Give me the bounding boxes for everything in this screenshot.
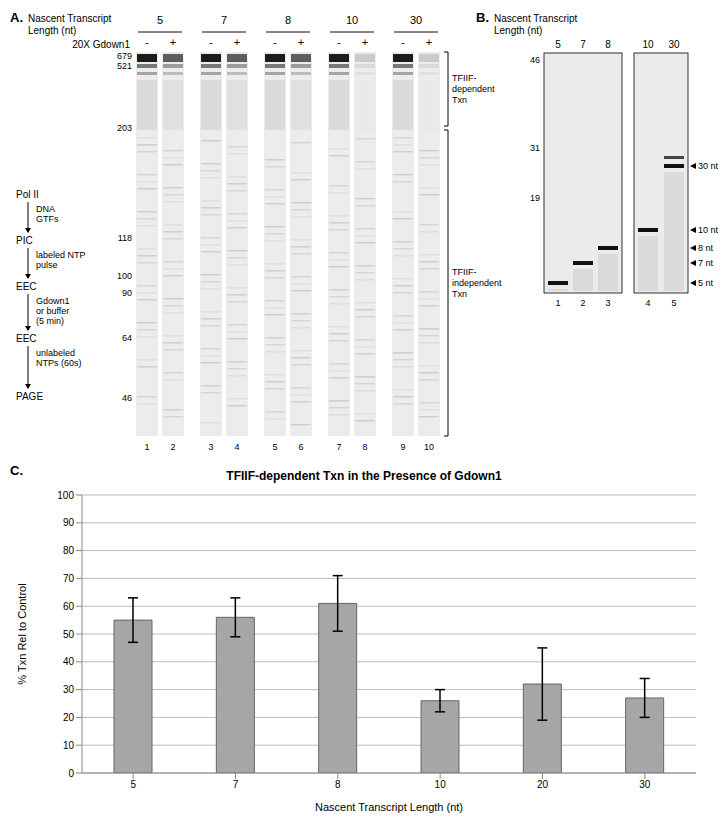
svg-text:5: 5 <box>671 298 676 308</box>
svg-text:90: 90 <box>63 517 75 528</box>
svg-text:2: 2 <box>580 298 585 308</box>
svg-text:4: 4 <box>234 442 239 452</box>
svg-text:100: 100 <box>57 490 74 501</box>
svg-text:7: 7 <box>233 779 239 790</box>
svg-text:-: - <box>337 36 341 48</box>
svg-text:+: + <box>234 36 240 48</box>
svg-text:A.: A. <box>10 10 23 25</box>
svg-text:46: 46 <box>122 393 132 403</box>
svg-text:64: 64 <box>122 333 132 343</box>
svg-text:PAGE: PAGE <box>16 391 43 402</box>
svg-text:Txn: Txn <box>452 95 467 105</box>
svg-text:31: 31 <box>530 143 540 153</box>
svg-text:4: 4 <box>645 298 650 308</box>
svg-text:-: - <box>209 36 213 48</box>
svg-text:2: 2 <box>170 442 175 452</box>
svg-text:30: 30 <box>410 14 422 26</box>
svg-text:pulse: pulse <box>36 260 58 270</box>
svg-text:50: 50 <box>63 629 75 640</box>
svg-text:3: 3 <box>605 298 610 308</box>
svg-text:5 nt: 5 nt <box>698 278 714 288</box>
svg-text:B.: B. <box>476 10 489 25</box>
svg-text:Nascent Transcript: Nascent Transcript <box>494 13 578 24</box>
svg-text:Length (nt): Length (nt) <box>494 25 542 36</box>
svg-text:8: 8 <box>335 779 341 790</box>
svg-text:+: + <box>426 36 432 48</box>
svg-text:NTPs (60s): NTPs (60s) <box>36 358 82 368</box>
svg-text:Txn: Txn <box>452 289 467 299</box>
svg-text:20: 20 <box>63 712 75 723</box>
svg-text:90: 90 <box>122 288 132 298</box>
svg-text:5: 5 <box>272 442 277 452</box>
svg-text:DNA: DNA <box>36 204 55 214</box>
svg-text:0: 0 <box>68 768 74 779</box>
svg-text:30: 30 <box>668 39 680 50</box>
svg-text:30: 30 <box>63 684 75 695</box>
svg-text:TFIIF-: TFIIF- <box>452 267 477 277</box>
svg-text:Pol II: Pol II <box>16 189 39 200</box>
svg-text:+: + <box>362 36 368 48</box>
svg-text:70: 70 <box>63 573 75 584</box>
svg-text:10: 10 <box>424 442 434 452</box>
svg-text:3: 3 <box>208 442 213 452</box>
svg-text:+: + <box>170 36 176 48</box>
html-text:C.: C. <box>10 463 23 478</box>
svg-text:8 nt: 8 nt <box>698 243 714 253</box>
svg-text:(5 min): (5 min) <box>36 316 64 326</box>
svg-text:% Txn Rel to Control: % Txn Rel to Control <box>16 583 28 684</box>
svg-text:203: 203 <box>117 123 132 133</box>
svg-text:30 nt: 30 nt <box>698 161 719 171</box>
svg-text:Gdown1: Gdown1 <box>36 296 70 306</box>
svg-text:8: 8 <box>605 39 611 50</box>
svg-text:EEC: EEC <box>16 281 37 292</box>
svg-text:or buffer: or buffer <box>36 306 69 316</box>
svg-text:60: 60 <box>63 601 75 612</box>
svg-text:-: - <box>145 36 149 48</box>
svg-text:TFIIF-: TFIIF- <box>452 73 477 83</box>
svg-text:Nascent Transcript Length (nt): Nascent Transcript Length (nt) <box>315 801 463 813</box>
svg-text:40: 40 <box>63 656 75 667</box>
svg-text:-: - <box>273 36 277 48</box>
svg-text:Length (nt): Length (nt) <box>28 25 76 36</box>
svg-text:80: 80 <box>63 545 75 556</box>
svg-text:PIC: PIC <box>16 235 33 246</box>
svg-text:EEC: EEC <box>16 333 37 344</box>
svg-text:100: 100 <box>117 271 132 281</box>
svg-text:10: 10 <box>63 740 75 751</box>
svg-text:30: 30 <box>639 779 651 790</box>
svg-text:20X Gdown1: 20X Gdown1 <box>72 39 130 50</box>
svg-text:+: + <box>298 36 304 48</box>
svg-text:7: 7 <box>336 442 341 452</box>
svg-text:7 nt: 7 nt <box>698 258 714 268</box>
svg-text:dependent: dependent <box>452 84 495 94</box>
svg-text:10: 10 <box>346 14 358 26</box>
svg-text:10 nt: 10 nt <box>698 225 719 235</box>
svg-text:46: 46 <box>530 55 540 65</box>
svg-text:5: 5 <box>130 779 136 790</box>
svg-text:labeled NTP: labeled NTP <box>36 250 86 260</box>
svg-text:10: 10 <box>642 39 654 50</box>
svg-text:6: 6 <box>298 442 303 452</box>
svg-text:9: 9 <box>400 442 405 452</box>
svg-text:1: 1 <box>144 442 149 452</box>
svg-text:679: 679 <box>117 51 132 61</box>
svg-text:118: 118 <box>118 233 132 243</box>
svg-text:5: 5 <box>555 39 561 50</box>
svg-text:19: 19 <box>530 193 540 203</box>
svg-text:Nascent Transcript: Nascent Transcript <box>28 13 112 24</box>
svg-text:1: 1 <box>555 298 560 308</box>
svg-text:unlabeled: unlabeled <box>36 348 75 358</box>
svg-text:-: - <box>401 36 405 48</box>
svg-text:5: 5 <box>157 14 163 26</box>
svg-text:521: 521 <box>117 61 132 71</box>
svg-text:8: 8 <box>285 14 291 26</box>
svg-text:10: 10 <box>435 779 447 790</box>
svg-text:independent: independent <box>452 278 502 288</box>
svg-text:7: 7 <box>221 14 227 26</box>
svg-text:7: 7 <box>580 39 586 50</box>
svg-text:GTFs: GTFs <box>36 214 59 224</box>
html-text:TFIIF-dependent Txn in the Pre: TFIIF-dependent Txn in the Presence of G… <box>226 469 502 483</box>
svg-text:8: 8 <box>362 442 367 452</box>
svg-text:20: 20 <box>537 779 549 790</box>
